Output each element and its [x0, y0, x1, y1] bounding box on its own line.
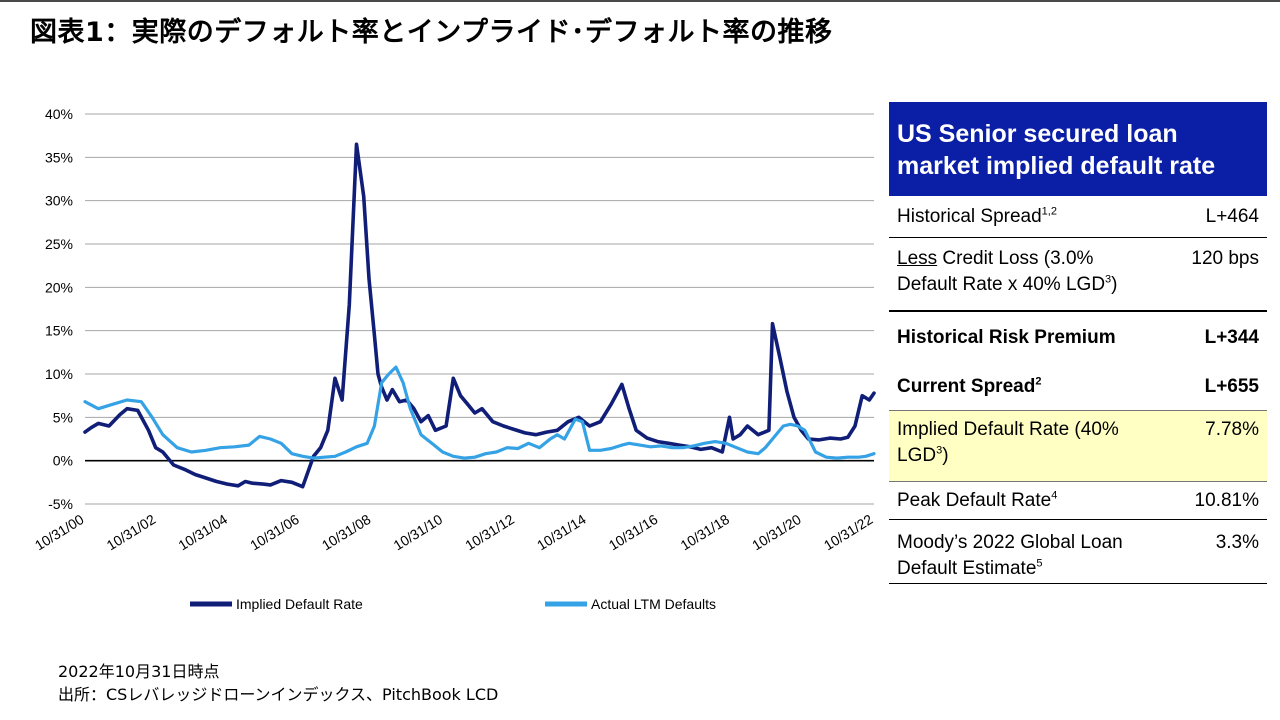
implied-default-close: ): [942, 445, 949, 466]
x-tick-label: 10/31/10: [391, 511, 446, 554]
x-tick-label: 10/31/06: [247, 511, 302, 554]
x-tick-label: 10/31/08: [319, 511, 374, 554]
y-tick-label: 35%: [45, 149, 73, 165]
y-tick-label: 40%: [45, 106, 73, 122]
x-tick-label: 10/31/18: [677, 511, 732, 554]
line-chart: 40% 35% 30% 25% 20% 15% 10% 5% 0% -5%10/31/00 10/3…: [32, 106, 876, 612]
credit-loss-value: 120 bps: [1191, 248, 1259, 269]
implied-default-value: 7.78%: [1205, 419, 1259, 440]
footer: 2022年10月31日時点 出所：CSレバレッジドローンインデックス、Pitch…: [58, 660, 498, 706]
row-moodys-estimate: Moody’s 2022 Global Loan Default Estimat…: [889, 520, 1267, 584]
row-credit-loss: Less Credit Loss (3.0% Default Rate x 40…: [889, 238, 1267, 312]
legend-label-implied-default: Implied Default Rate: [236, 596, 363, 612]
historical-risk-premium-label: Historical Risk Premium: [897, 327, 1116, 348]
top-divider: [0, 0, 1280, 2]
x-tick-label: 10/31/14: [534, 511, 589, 554]
x-tick-label: 10/31/00: [32, 511, 87, 554]
historical-spread-label: Historical Spread: [897, 205, 1042, 227]
y-tick-label: 20%: [45, 279, 73, 295]
moodys-label-line1: Moody’s 2022 Global Loan: [897, 532, 1123, 553]
page-title: 図表1：実際のデフォルト率とインプライド･デフォルト率の推移: [30, 17, 833, 48]
x-tick-label: 10/31/04: [175, 511, 230, 554]
current-spread-label: Current Spread: [897, 376, 1036, 397]
y-tick-label: 5%: [53, 409, 73, 425]
implied-default-panel: US Senior secured loan market implied de…: [889, 102, 1267, 584]
historical-spread-footnote: 1,2: [1041, 205, 1057, 218]
x-tick-label: 10/31/12: [462, 511, 517, 554]
footer-source: 出所：CSレバレッジドローンインデックス、PitchBook LCD: [58, 685, 499, 704]
historical-risk-premium-value: L+344: [1204, 327, 1259, 348]
credit-loss-label-line1: Credit Loss (3.0%: [937, 248, 1094, 269]
y-tick-label: 10%: [45, 366, 73, 382]
credit-loss-footnote: 3: [1105, 273, 1112, 286]
moodys-value: 3.3%: [1215, 532, 1259, 553]
row-historical-spread: Historical Spread1,2 L+464: [889, 196, 1267, 238]
panel-heading: US Senior secured loan market implied de…: [889, 102, 1267, 196]
series-line-actual-ltm: [83, 365, 876, 460]
historical-spread-value: L+464: [1205, 205, 1259, 227]
y-tick-label: 0%: [53, 453, 73, 469]
panel-heading-line1: US Senior secured loan: [897, 120, 1178, 148]
footer-date-note: 2022年10月31日時点: [58, 662, 220, 681]
x-tick-label: 10/31/22: [821, 511, 876, 554]
y-tick-label: 30%: [45, 193, 73, 209]
peak-default-value: 10.81%: [1194, 489, 1259, 511]
peak-default-label: Peak Default Rate: [897, 489, 1052, 511]
current-spread-footnote: 2: [1035, 375, 1042, 388]
y-tick-label: 25%: [45, 236, 73, 252]
row-implied-default-rate: Implied Default Rate (40% LGD3) 7.78%: [889, 410, 1267, 482]
row-current-spread: Current Spread2 L+655: [889, 364, 1267, 410]
implied-default-label-line1: Implied Default Rate (40%: [897, 419, 1119, 440]
x-tick-label: 10/31/02: [104, 511, 159, 554]
implied-default-label-line2: LGD: [897, 445, 937, 466]
y-tick-label: 15%: [45, 323, 73, 339]
current-spread-value: L+655: [1204, 376, 1259, 397]
credit-loss-label-line2: Default Rate x 40% LGD: [897, 274, 1106, 295]
legend-label-actual-ltm: Actual LTM Defaults: [591, 596, 716, 612]
implied-default-footnote: 3: [936, 444, 943, 457]
series-line-implied-default: [83, 142, 876, 489]
credit-loss-less: Less: [897, 248, 938, 269]
y-tick-label: -5%: [48, 496, 73, 512]
x-tick-label: 10/31/20: [749, 511, 804, 554]
moodys-footnote: 5: [1036, 557, 1043, 570]
credit-loss-close: ): [1111, 274, 1118, 295]
peak-default-footnote: 4: [1051, 489, 1058, 502]
row-peak-default-rate: Peak Default Rate4 10.81%: [889, 482, 1267, 520]
x-tick-label: 10/31/16: [606, 511, 661, 554]
moodys-label-line2: Default Estimate: [897, 558, 1037, 579]
row-historical-risk-premium: Historical Risk Premium L+344: [889, 312, 1267, 364]
panel-heading-line2: market implied default rate: [897, 152, 1216, 180]
